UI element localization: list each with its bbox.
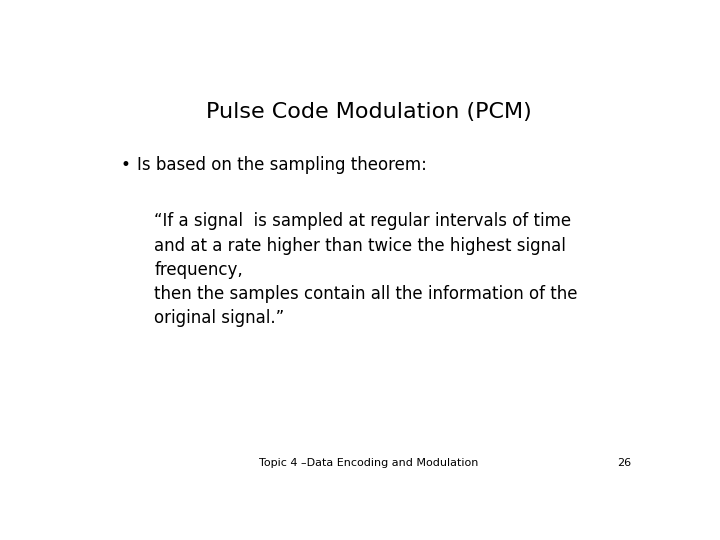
Text: Is based on the sampling theorem:: Is based on the sampling theorem: xyxy=(138,156,427,174)
Text: then the samples contain all the information of the: then the samples contain all the informa… xyxy=(154,285,577,303)
Text: Pulse Code Modulation (PCM): Pulse Code Modulation (PCM) xyxy=(206,102,532,122)
Text: frequency,: frequency, xyxy=(154,261,243,279)
Text: 26: 26 xyxy=(617,458,631,468)
Text: Topic 4 –Data Encoding and Modulation: Topic 4 –Data Encoding and Modulation xyxy=(259,458,479,468)
Text: original signal.”: original signal.” xyxy=(154,309,284,327)
Text: and at a rate higher than twice the highest signal: and at a rate higher than twice the high… xyxy=(154,237,566,254)
Text: •: • xyxy=(121,156,130,174)
Text: “If a signal  is sampled at regular intervals of time: “If a signal is sampled at regular inter… xyxy=(154,212,571,231)
